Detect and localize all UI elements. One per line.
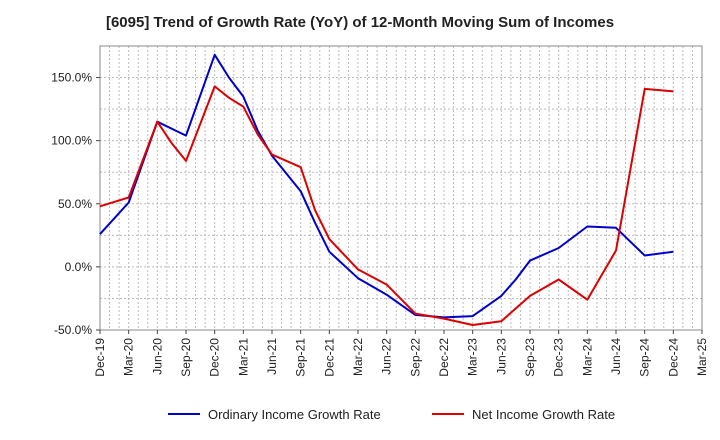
x-tick-label: Mar-20: [122, 338, 136, 376]
legend-layer: Ordinary Income Growth Rate Net Income Gr…: [168, 407, 615, 422]
x-tick-label: Sep-24: [638, 338, 652, 377]
plot-frame: [99, 45, 703, 331]
x-tick-label: Mar-23: [466, 338, 480, 376]
y-tick-label: -50.0%: [54, 323, 92, 337]
x-tick-label: Sep-23: [523, 338, 537, 377]
x-tick-label: Jun-20: [150, 338, 164, 375]
x-tick-label: Jun-21: [265, 338, 279, 375]
x-tick-label: Dec-21: [322, 338, 336, 377]
x-tick-label: Jun-23: [494, 338, 508, 375]
x-tick-label: Mar-21: [236, 338, 250, 376]
chart-title: [6095] Trend of Growth Rate (YoY) of 12-…: [105, 14, 615, 31]
x-tick-label: Mar-22: [351, 338, 365, 376]
grid-layer: [99, 45, 703, 331]
series-line-net-income: [99, 85, 674, 326]
x-tick-label: Dec-24: [666, 338, 680, 377]
x-tick-label: Sep-20: [179, 338, 193, 377]
series-layer: [99, 53, 674, 326]
x-tick-label: Mar-24: [580, 338, 594, 376]
x-tick-label: Sep-22: [408, 338, 422, 377]
y-tick-label: 50.0%: [58, 197, 92, 211]
x-tick-label: Dec-22: [437, 338, 451, 377]
x-tick-label: Dec-23: [552, 338, 566, 377]
x-tick-label: Dec-20: [208, 338, 222, 377]
legend-label: Ordinary Income Growth Rate: [208, 407, 381, 422]
y-tick-label: 0.0%: [65, 260, 93, 274]
series-line-ordinary-income: [99, 53, 674, 319]
x-tick-label: Mar-25: [695, 338, 709, 376]
x-tick-label: Dec-19: [93, 338, 107, 377]
axis-layer: 150.0% 100.0% 50.0% 0.0% -50.0%Dec-19 Mar-20 J…: [51, 45, 709, 377]
legend-label: Net Income Growth Rate: [472, 407, 615, 422]
x-tick-label: Jun-24: [609, 338, 623, 375]
y-tick-label: 100.0%: [51, 134, 92, 148]
x-tick-label: Jun-22: [380, 338, 394, 375]
y-tick-label: 150.0%: [51, 71, 92, 85]
x-tick-label: Sep-21: [294, 338, 308, 377]
